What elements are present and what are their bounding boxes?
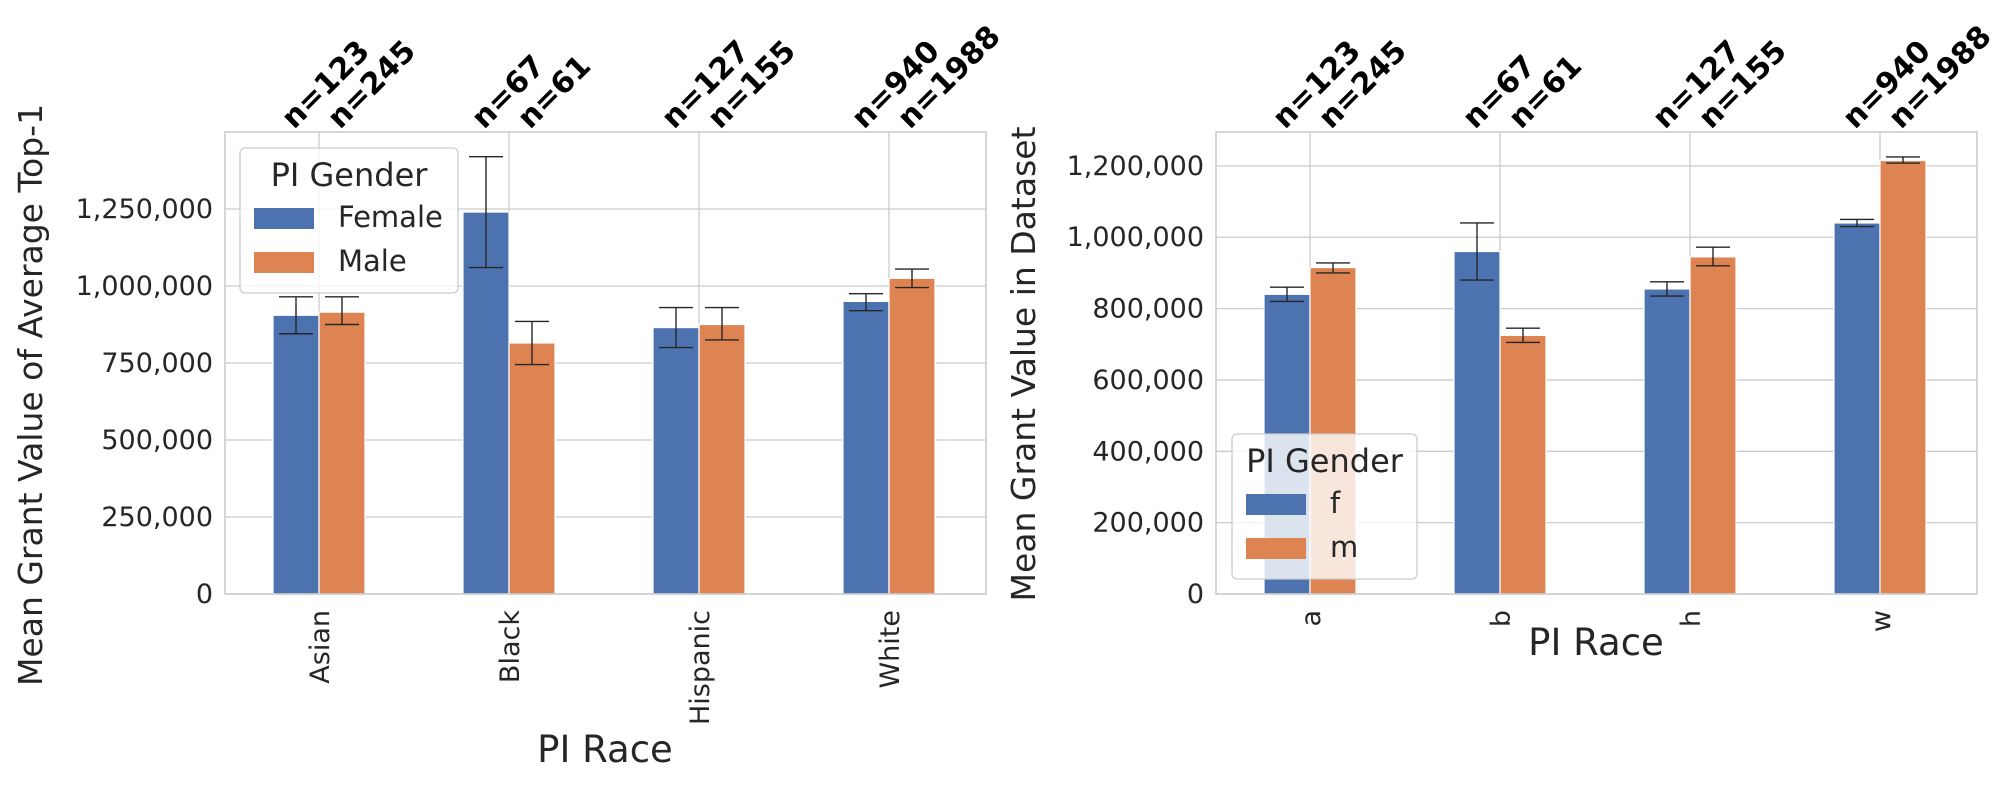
y-tick-label: 1,000,000 — [1067, 222, 1204, 253]
y-tick-label: 600,000 — [1092, 365, 1204, 396]
x-tick-label: White — [875, 610, 906, 689]
x-axis-label: PI Race — [537, 728, 673, 771]
bar-female-white — [842, 300, 890, 595]
legend-label-male: Male — [338, 244, 407, 278]
x-tick-label: Asian — [305, 610, 336, 684]
bar-f-b — [1453, 250, 1501, 595]
bar-m-w — [1879, 159, 1927, 595]
legend-title: PI Gender — [271, 156, 429, 194]
legend-label-female: Female — [338, 200, 443, 234]
legend-label-m: m — [1330, 530, 1358, 564]
legend-upper: PI Gender Female Male — [239, 147, 459, 294]
legend-title: PI Gender — [1246, 442, 1404, 480]
bar-male-white — [888, 277, 936, 595]
y-axis-label: Mean Grant Value in Dataset — [1004, 126, 1043, 601]
legend-swatch-male — [254, 252, 314, 273]
x-tick-label: a — [1296, 610, 1327, 627]
legend-label-f: f — [1330, 486, 1341, 520]
bar-female-asian — [272, 314, 320, 595]
y-tick-label: 250,000 — [101, 502, 213, 533]
x-tick-label: w — [1866, 610, 1897, 632]
plot-frame — [224, 131, 987, 595]
y-tick-label: 750,000 — [101, 348, 213, 379]
x-axis-label: PI Race — [1528, 621, 1664, 664]
x-tick-label: h — [1676, 610, 1707, 627]
y-axis-label: Mean Grant Value of Average Top-1 — [11, 104, 50, 686]
bar-male-black — [508, 342, 556, 595]
chart-panel-2: 0 200,000 400,000 600,000 800,000 1,000,000 1,… — [1004, 19, 1999, 664]
bar-f-w — [1833, 222, 1881, 595]
bar-female-hispanic — [652, 326, 700, 595]
x-tick-label: Black — [495, 610, 526, 683]
bar-m-h — [1689, 256, 1737, 595]
bar-male-asian — [318, 311, 366, 595]
y-tick-label: 0 — [1187, 579, 1204, 610]
bar-m-b — [1499, 334, 1547, 595]
y-tick-label: 400,000 — [1092, 436, 1204, 467]
plot-frame — [1215, 131, 1978, 595]
y-tick-label: 1,200,000 — [1067, 151, 1204, 182]
y-tick-label: 800,000 — [1092, 294, 1204, 325]
legend-swatch-female — [254, 208, 314, 229]
x-tick-label: b — [1486, 610, 1517, 627]
legend-lower: PI Gender fm — [1231, 433, 1418, 580]
chart-panel-1: 0 250,000 500,000 750,000 1,000,000 1,250,000… — [11, 19, 1008, 771]
bar-female-black — [462, 211, 510, 595]
y-tick-label: 500,000 — [101, 425, 213, 456]
y-tick-label: 0 — [196, 579, 213, 610]
y-tick-label: 1,250,000 — [76, 194, 213, 225]
bar-male-hispanic — [698, 323, 746, 595]
legend-swatch-f — [1246, 494, 1306, 515]
y-tick-label: 200,000 — [1092, 508, 1204, 539]
legend-swatch-m — [1246, 538, 1306, 559]
x-tick-label: Hispanic — [685, 610, 716, 725]
y-tick-label: 1,000,000 — [76, 271, 213, 302]
bar-f-h — [1643, 288, 1691, 595]
